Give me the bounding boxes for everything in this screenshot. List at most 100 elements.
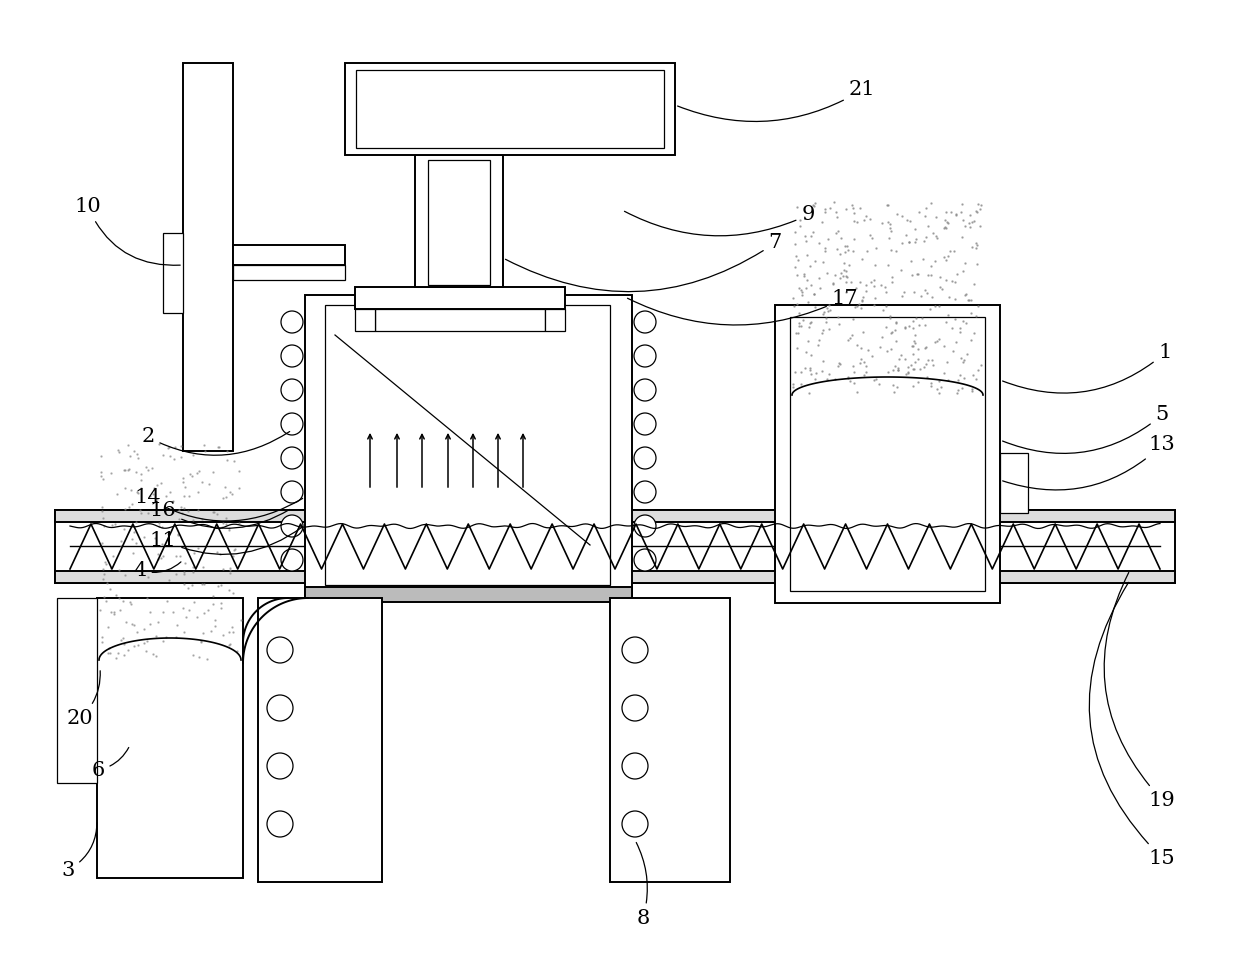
Point: [928, 333, 948, 349]
Point: [938, 307, 958, 323]
Point: [851, 300, 871, 316]
Point: [170, 511, 190, 527]
Point: [188, 503, 208, 518]
Point: [89, 602, 109, 617]
Point: [955, 316, 975, 331]
Circle shape: [634, 515, 655, 537]
Point: [876, 279, 896, 295]
Point: [929, 373, 949, 389]
Point: [93, 572, 113, 587]
Point: [934, 338, 954, 354]
Point: [955, 218, 975, 233]
Point: [92, 503, 112, 519]
Point: [787, 340, 807, 356]
Point: [966, 235, 986, 251]
Point: [876, 319, 896, 334]
Point: [930, 269, 950, 285]
Point: [219, 523, 239, 538]
Point: [140, 605, 160, 620]
Point: [813, 306, 833, 322]
Point: [145, 480, 165, 496]
Point: [223, 624, 243, 640]
Point: [926, 253, 945, 268]
Point: [819, 366, 839, 382]
Point: [114, 463, 134, 478]
Point: [903, 321, 923, 336]
Point: [852, 324, 872, 339]
Point: [146, 648, 166, 664]
Point: [223, 548, 243, 564]
Bar: [375, 309, 545, 331]
Point: [954, 263, 974, 279]
Point: [147, 614, 167, 630]
Point: [787, 296, 807, 312]
Point: [856, 284, 876, 299]
Point: [790, 376, 810, 392]
Point: [888, 363, 908, 378]
Point: [948, 385, 968, 400]
Point: [116, 614, 136, 630]
Point: [221, 484, 240, 500]
Point: [903, 313, 923, 329]
Point: [193, 576, 213, 592]
Point: [817, 265, 836, 281]
Point: [802, 347, 821, 363]
Point: [856, 364, 876, 380]
Point: [784, 298, 804, 314]
Point: [805, 371, 825, 387]
Point: [861, 274, 881, 290]
Point: [953, 196, 973, 212]
Point: [968, 204, 987, 220]
Point: [828, 223, 847, 238]
Point: [864, 296, 883, 312]
Point: [872, 302, 892, 318]
Point: [807, 365, 826, 381]
Point: [794, 268, 814, 284]
Point: [835, 238, 855, 254]
Point: [797, 272, 817, 288]
Point: [829, 316, 849, 331]
Point: [159, 440, 178, 456]
Point: [953, 212, 973, 227]
Point: [790, 282, 810, 297]
Point: [928, 382, 948, 398]
Point: [104, 605, 124, 620]
Point: [214, 479, 234, 495]
Point: [202, 624, 222, 640]
Point: [908, 266, 928, 282]
Text: 6: 6: [92, 747, 129, 780]
Point: [856, 208, 876, 224]
Point: [921, 259, 940, 274]
Point: [217, 510, 237, 526]
Point: [798, 333, 818, 349]
Point: [167, 527, 187, 542]
Point: [860, 226, 880, 242]
Point: [802, 365, 821, 381]
Point: [916, 200, 935, 216]
Point: [843, 359, 862, 374]
Point: [878, 364, 898, 380]
Point: [876, 298, 896, 314]
Point: [115, 480, 135, 496]
Point: [963, 239, 983, 255]
Point: [131, 472, 151, 488]
Point: [903, 284, 923, 299]
Point: [923, 352, 943, 367]
Bar: [233, 265, 344, 280]
Point: [203, 465, 223, 480]
Point: [225, 541, 245, 557]
Point: [839, 370, 859, 386]
Point: [173, 501, 193, 516]
Point: [162, 493, 182, 508]
Point: [190, 649, 209, 665]
Point: [813, 323, 833, 338]
Point: [945, 291, 965, 306]
Point: [830, 356, 850, 371]
Circle shape: [622, 637, 648, 663]
Point: [815, 243, 835, 259]
Point: [916, 317, 935, 332]
Point: [134, 530, 154, 545]
Point: [109, 442, 129, 458]
Point: [160, 484, 180, 500]
Point: [840, 330, 860, 346]
